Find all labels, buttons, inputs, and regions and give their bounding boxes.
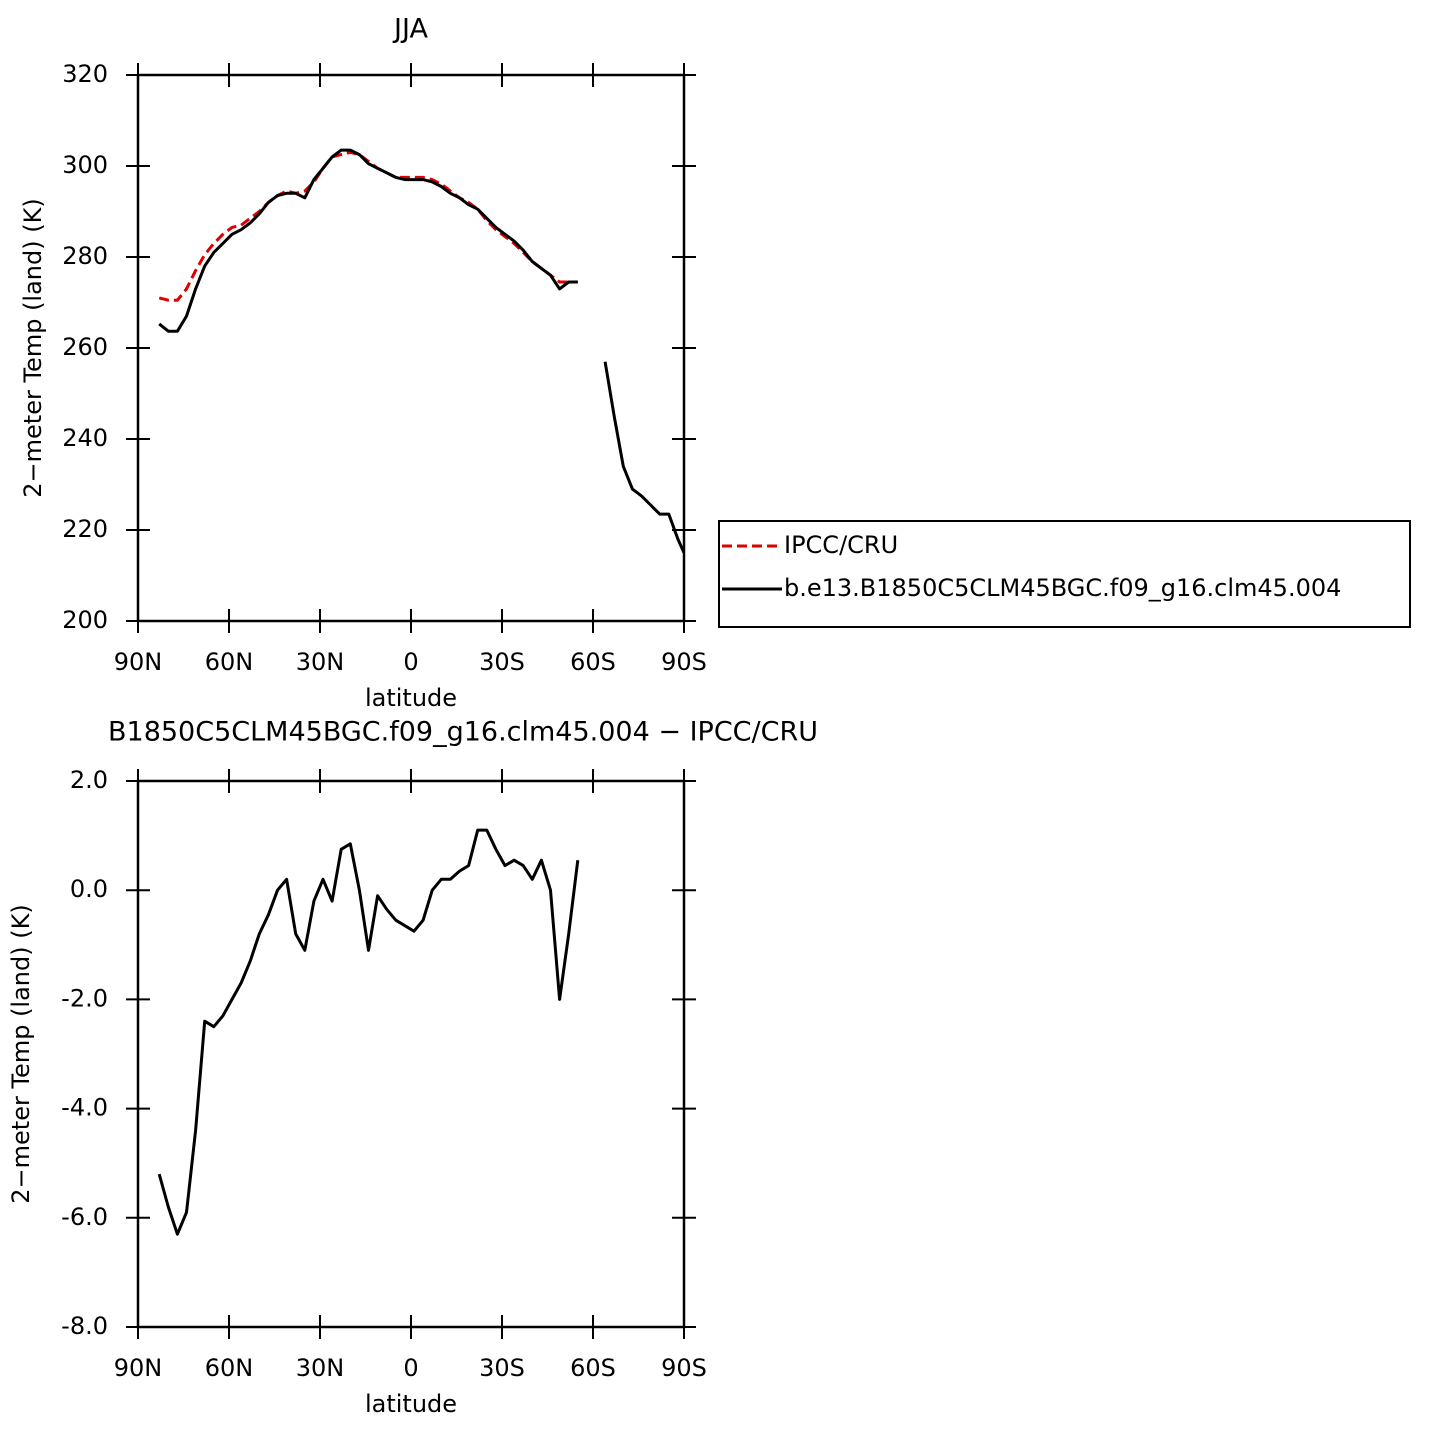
x-tick-label: 90S	[661, 1354, 707, 1382]
y-axis-label: 2−meter Temp (land) (K)	[7, 904, 35, 1203]
x-tick-label: 30S	[479, 648, 525, 676]
plot-frame	[136, 779, 686, 1329]
x-axis-label: latitude	[365, 1390, 457, 1418]
legend-label: IPCC/CRU	[784, 531, 898, 559]
y-tick-label: 240	[62, 424, 108, 452]
y-tick-label: 260	[62, 333, 108, 361]
x-tick-label: 30S	[479, 1354, 525, 1382]
chart-title: JJA	[392, 14, 428, 45]
y-tick-label: 220	[62, 515, 108, 543]
y-tick-label: 320	[62, 60, 108, 88]
x-tick-label: 60S	[570, 648, 616, 676]
x-tick-label: 0	[403, 1354, 418, 1382]
y-tick-label: -6.0	[61, 1203, 108, 1231]
x-tick-label: 60N	[205, 1354, 254, 1382]
y-tick-label: 0.0	[70, 875, 108, 903]
x-tick-label: 90N	[114, 1354, 163, 1382]
x-tick-label: 90N	[114, 648, 163, 676]
legend-label: b.e13.B1850C5CLM45BGC.f09_g16.clm45.004	[784, 574, 1341, 602]
x-tick-label: 60N	[205, 648, 254, 676]
y-tick-label: -8.0	[61, 1312, 108, 1340]
x-tick-label: 0	[403, 648, 418, 676]
x-axis-label: latitude	[365, 684, 457, 712]
y-axis-label: 2−meter Temp (land) (K)	[19, 198, 47, 497]
y-tick-label: -4.0	[61, 1094, 108, 1122]
y-tick-label: 2.0	[70, 766, 108, 794]
x-tick-label: 60S	[570, 1354, 616, 1382]
chart-title: B1850C5CLM45BGC.f09_g16.clm45.004 − IPCC…	[108, 717, 818, 748]
y-tick-label: -2.0	[61, 984, 108, 1012]
y-tick-label: 300	[62, 151, 108, 179]
plot-frame	[136, 73, 686, 623]
x-tick-label: 30N	[296, 648, 345, 676]
x-tick-label: 90S	[661, 648, 707, 676]
data-line	[158, 148, 686, 554]
data-line	[157, 828, 580, 1236]
data-line	[158, 150, 578, 302]
x-tick-label: 30N	[296, 1354, 345, 1382]
y-tick-label: 200	[62, 606, 108, 634]
y-tick-label: 280	[62, 242, 108, 270]
legend-box	[718, 520, 1411, 628]
